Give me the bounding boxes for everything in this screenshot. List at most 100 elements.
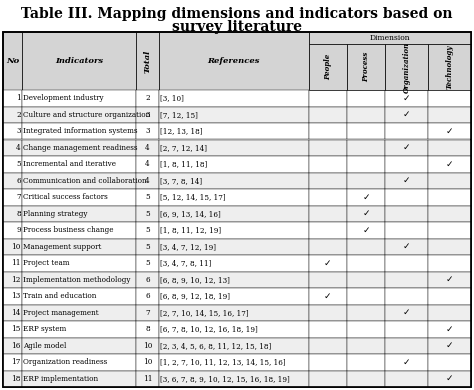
Bar [22,321,137,337]
Text: survey literature: survey literature [172,20,302,34]
Bar [159,106,309,123]
Text: ✓: ✓ [403,308,410,317]
Bar [137,140,159,156]
Bar [428,321,471,337]
Text: Management support: Management support [23,243,101,251]
Bar [309,206,347,222]
Bar [347,90,385,106]
Bar [159,288,309,305]
Text: [1, 8, 11, 12, 19]: [1, 8, 11, 12, 19] [160,226,221,234]
Bar [347,106,385,123]
Text: 5: 5 [146,193,150,201]
Bar [385,271,428,288]
Bar [22,370,137,387]
Bar [347,239,385,255]
Bar [3,354,22,370]
Text: Planning strategy: Planning strategy [23,210,88,218]
Bar [385,321,428,337]
Bar [22,305,137,321]
Bar [347,321,385,337]
Text: 10: 10 [11,243,21,251]
Bar [159,156,309,172]
Bar [137,337,159,354]
Text: [2, 7, 10, 14, 15, 16, 17]: [2, 7, 10, 14, 15, 16, 17] [160,309,249,317]
Bar [3,222,22,239]
Bar [137,206,159,222]
Bar [428,189,471,206]
Text: ERP implementation: ERP implementation [23,375,98,383]
Bar [428,206,471,222]
Bar [347,222,385,239]
Text: [2, 7, 12, 14]: [2, 7, 12, 14] [160,144,207,152]
Bar [159,140,309,156]
Bar [137,239,159,255]
Text: 17: 17 [11,358,21,366]
Bar [309,271,347,288]
Bar [385,172,428,189]
Bar [428,90,471,106]
Text: 5: 5 [146,210,150,218]
Bar [309,32,347,90]
Bar [137,189,159,206]
Bar [159,239,309,255]
Text: ✓: ✓ [446,341,454,350]
Text: ✓: ✓ [403,358,410,367]
Bar [22,271,137,288]
Bar [347,354,385,370]
Bar [309,156,347,172]
Bar [385,189,428,206]
Bar [137,106,159,123]
Text: 4: 4 [146,177,150,185]
Bar [3,156,22,172]
Bar [159,222,309,239]
Bar [309,44,347,90]
Bar [159,172,309,189]
Text: [3, 4, 7, 8, 11]: [3, 4, 7, 8, 11] [160,259,212,267]
Bar [385,44,428,90]
Text: [1, 8, 11, 18]: [1, 8, 11, 18] [160,160,208,168]
Bar [22,140,137,156]
Bar [159,354,309,370]
Text: ✓: ✓ [446,374,454,383]
Text: ✓: ✓ [403,176,410,185]
Text: No: No [6,57,19,65]
Text: ✓: ✓ [403,143,410,152]
Text: Critical success factors: Critical success factors [23,193,108,201]
Bar [347,189,385,206]
Bar [3,172,22,189]
Bar [309,172,347,189]
Text: Project team: Project team [23,259,70,267]
Bar [347,271,385,288]
Bar [22,123,137,140]
Bar [309,106,347,123]
Text: Development industry: Development industry [23,94,104,102]
Bar [137,32,159,90]
Bar [428,271,471,288]
Text: Indicators: Indicators [55,57,103,65]
Bar [385,255,428,271]
Bar [22,90,137,106]
Text: [1, 2, 7, 10, 11, 12, 13, 14, 15, 16]: [1, 2, 7, 10, 11, 12, 13, 14, 15, 16] [160,358,286,366]
Bar [385,90,428,106]
Bar [309,354,347,370]
Bar [137,172,159,189]
Text: 11: 11 [143,375,152,383]
Bar [159,305,309,321]
Text: [3, 7, 8, 14]: [3, 7, 8, 14] [160,177,202,185]
Text: Implementation methodology: Implementation methodology [23,276,131,284]
Bar [159,32,309,90]
Text: 7: 7 [146,309,150,317]
Bar [137,305,159,321]
Bar [3,106,22,123]
Text: ✓: ✓ [446,275,454,284]
Bar [159,337,309,354]
Bar [347,123,385,140]
Text: Process business change: Process business change [23,226,114,234]
Bar [347,44,385,90]
Text: 3: 3 [16,127,21,135]
Text: Train and education: Train and education [23,292,97,300]
Text: [6, 8, 9, 12, 18, 19]: [6, 8, 9, 12, 18, 19] [160,292,230,300]
Text: Table III. Mapping dimensions and indicators based on: Table III. Mapping dimensions and indica… [21,7,453,21]
Bar [22,106,137,123]
Bar [385,305,428,321]
